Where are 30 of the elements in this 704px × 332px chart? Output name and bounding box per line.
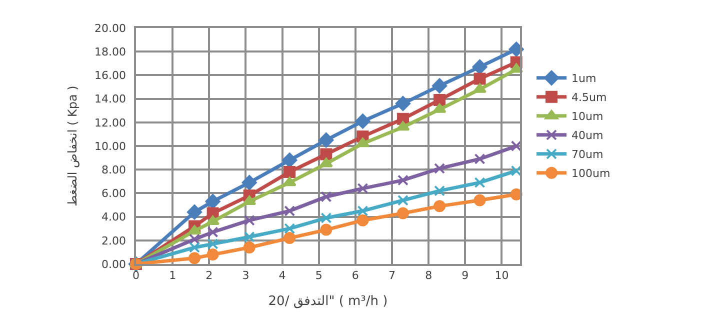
- x-tick-label: 7: [388, 268, 396, 282]
- y-tick-label: 20.00: [94, 22, 126, 35]
- legend-label: 1um: [572, 72, 596, 86]
- y-axis-title: انخفاض الضغط ( Kpa ): [65, 86, 80, 206]
- y-tick-label: 14.00: [94, 92, 126, 106]
- y-tick-label: 8.00: [102, 163, 126, 176]
- x-tick-label: 8: [425, 268, 432, 282]
- x-tick-label: 4: [278, 268, 286, 282]
- y-tick-label: 2.00: [102, 234, 126, 248]
- x-tick-label: 10: [494, 268, 509, 282]
- x-tick-label: 1: [169, 268, 176, 282]
- legend-label: 70um: [572, 148, 604, 162]
- x-tick-label: 2: [206, 268, 213, 282]
- y-tick-label: 12.00: [94, 116, 126, 130]
- y-tick-label: 18.00: [94, 45, 126, 58]
- legend-label: 4.5um: [572, 91, 607, 104]
- x-tick-label: 3: [242, 268, 250, 282]
- x-axis-title: التدفق /20" ( m³/h ): [268, 294, 388, 310]
- y-tick-label: 6.00: [102, 187, 126, 200]
- x-tick-label: 5: [315, 268, 322, 282]
- legend-label: 40um: [572, 129, 604, 142]
- x-tick-label: 6: [352, 268, 359, 282]
- legend-label: 10um: [572, 110, 604, 124]
- y-tick-label: 0.00: [102, 258, 126, 271]
- x-tick-label: 0: [132, 268, 140, 282]
- y-tick-label: 4.00: [102, 210, 126, 224]
- y-tick-label: 10.00: [94, 140, 126, 153]
- legend-label: 100um: [572, 167, 610, 180]
- y-tick-label: 16.00: [94, 69, 126, 82]
- x-tick-label: 9: [462, 268, 469, 282]
